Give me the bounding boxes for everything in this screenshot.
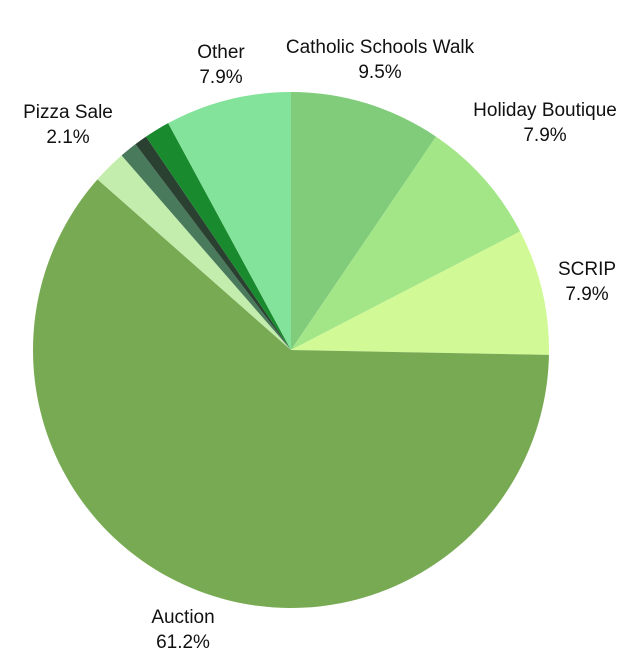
- slice-value-label: 61.2%: [156, 632, 210, 653]
- pie-slice: [291, 92, 437, 350]
- slice-value-label: 9.5%: [358, 62, 401, 83]
- slice-label: SCRIP: [558, 259, 616, 280]
- pie-slice: [291, 136, 521, 350]
- pie-slice: [291, 231, 549, 355]
- pie-slice: [121, 144, 291, 350]
- slice-label: Auction: [151, 607, 214, 628]
- slice-value-label: 7.9%: [199, 67, 242, 88]
- slice-value-label: 2.1%: [46, 127, 89, 148]
- slice-label: Holiday Boutique: [473, 100, 617, 121]
- pie-slice: [97, 155, 291, 350]
- pie-slice: [135, 136, 291, 350]
- slice-label: Pizza Sale: [23, 102, 113, 123]
- slice-label: Other: [197, 42, 245, 63]
- slice-value-label: 7.9%: [523, 125, 566, 146]
- slice-label: Catholic Schools Walk: [286, 37, 475, 58]
- pie-slice: [145, 123, 291, 351]
- pie-slice: [168, 92, 291, 350]
- pie-slice: [33, 179, 549, 609]
- slice-value-label: 7.9%: [565, 284, 608, 305]
